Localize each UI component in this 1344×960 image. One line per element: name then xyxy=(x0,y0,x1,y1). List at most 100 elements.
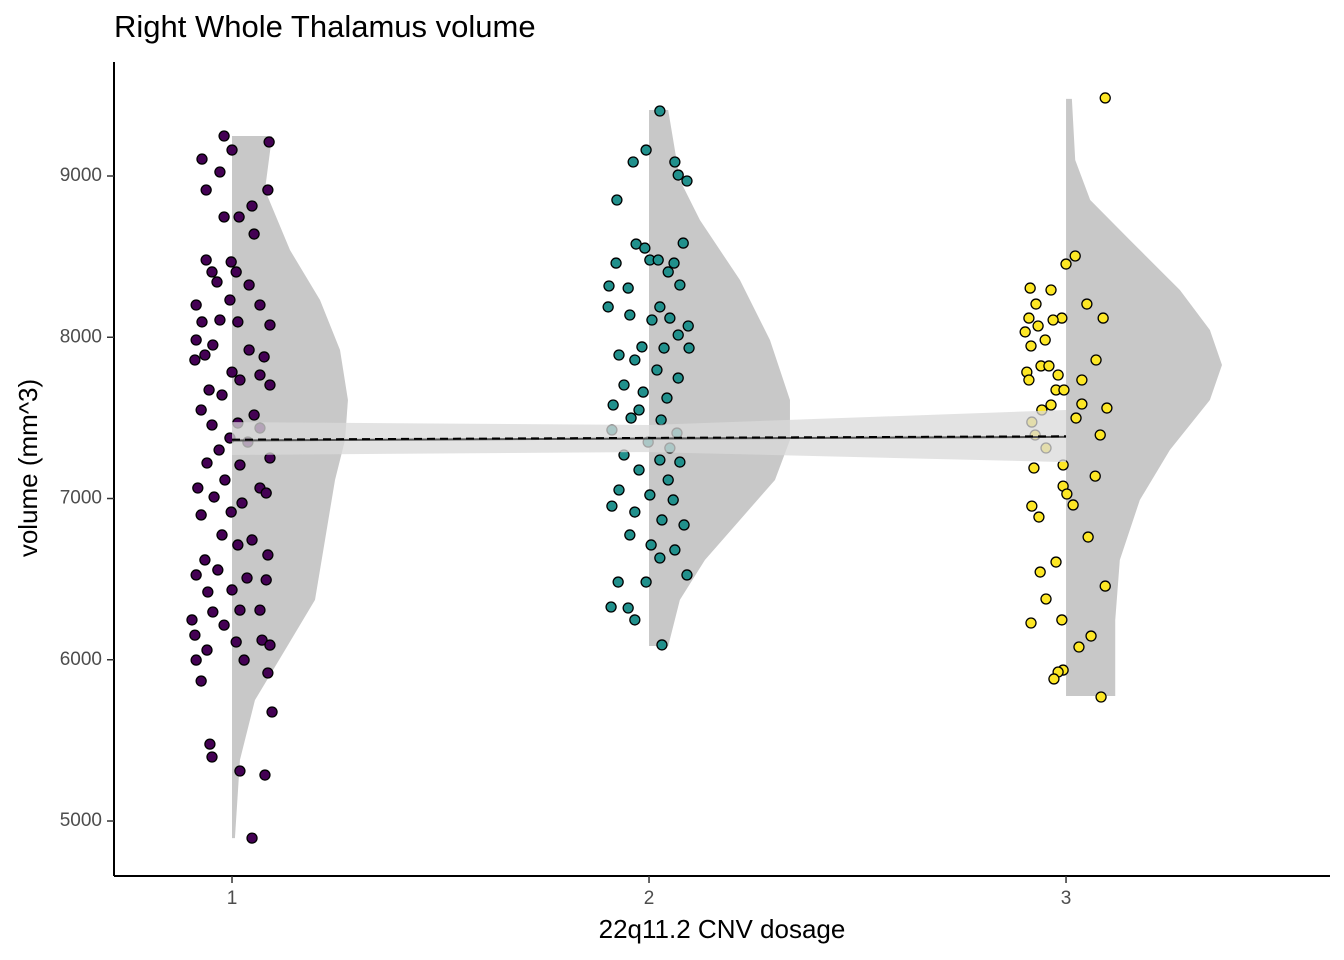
data-point xyxy=(224,294,236,306)
mean-line xyxy=(232,435,1067,441)
x-tick-label: 2 xyxy=(644,888,655,909)
data-point xyxy=(1058,384,1070,396)
data-point xyxy=(633,464,645,476)
data-point xyxy=(234,374,246,386)
data-point xyxy=(633,404,645,416)
data-point xyxy=(651,364,663,376)
data-point xyxy=(243,344,255,356)
data-point xyxy=(216,389,228,401)
data-point xyxy=(248,409,260,421)
data-point xyxy=(640,144,652,156)
data-point xyxy=(637,386,649,398)
data-point xyxy=(678,519,690,531)
y-tick-label: 5000 xyxy=(60,810,102,831)
data-point xyxy=(1024,282,1036,294)
data-point xyxy=(1025,617,1037,629)
data-point xyxy=(681,175,693,187)
data-point xyxy=(1030,298,1042,310)
data-point xyxy=(624,309,636,321)
data-point xyxy=(618,379,630,391)
data-point xyxy=(1052,369,1064,381)
data-point xyxy=(254,369,266,381)
data-point xyxy=(246,534,258,546)
data-point xyxy=(264,639,276,651)
data-point xyxy=(1076,398,1088,410)
data-point xyxy=(1039,334,1051,346)
data-point xyxy=(254,604,266,616)
data-point xyxy=(259,769,271,781)
data-point xyxy=(192,482,204,494)
data-point xyxy=(602,301,614,313)
data-point xyxy=(199,349,211,361)
data-point xyxy=(189,354,201,366)
data-point xyxy=(264,319,276,331)
data-point xyxy=(241,572,253,584)
chart-title: Right Whole Thalamus volume xyxy=(114,9,536,44)
data-point xyxy=(260,487,272,499)
data-point xyxy=(200,254,212,266)
data-point xyxy=(681,569,693,581)
data-point xyxy=(1025,340,1037,352)
data-point xyxy=(1023,312,1035,324)
y-tick-label: 9000 xyxy=(60,165,102,186)
data-point xyxy=(226,584,238,596)
data-point xyxy=(219,474,231,486)
data-point xyxy=(672,372,684,384)
y-axis-title: volume (mm^3) xyxy=(13,379,43,557)
data-point xyxy=(1026,500,1038,512)
data-point xyxy=(611,194,623,206)
data-point xyxy=(622,282,634,294)
data-point xyxy=(233,211,245,223)
data-point xyxy=(683,342,695,354)
data-point xyxy=(190,654,202,666)
data-point xyxy=(258,351,270,363)
data-point xyxy=(196,316,208,328)
data-point xyxy=(1070,412,1082,424)
data-point xyxy=(674,279,686,291)
data-point xyxy=(234,459,246,471)
data-point xyxy=(1050,556,1062,568)
data-point xyxy=(662,474,674,486)
data-point xyxy=(1043,360,1055,372)
data-point xyxy=(612,576,624,588)
data-point xyxy=(260,574,272,586)
data-point xyxy=(645,539,657,551)
data-point xyxy=(624,529,636,541)
data-point xyxy=(646,314,658,326)
data-point xyxy=(1076,374,1088,386)
data-point xyxy=(263,136,275,148)
data-point xyxy=(256,634,268,646)
data-point xyxy=(668,257,680,269)
data-point xyxy=(605,601,617,613)
data-point xyxy=(682,320,694,332)
data-point xyxy=(654,105,666,117)
data-point xyxy=(230,266,242,278)
data-point xyxy=(677,237,689,249)
data-point xyxy=(1097,312,1109,324)
data-point xyxy=(207,606,219,618)
y-tick-label: 6000 xyxy=(60,649,102,670)
data-point xyxy=(652,254,664,266)
violin xyxy=(1066,98,1222,697)
data-point xyxy=(1060,258,1072,270)
data-point xyxy=(200,184,212,196)
data-point xyxy=(644,489,656,501)
data-point xyxy=(1085,630,1097,642)
data-point xyxy=(654,301,666,313)
data-point xyxy=(204,738,216,750)
data-point xyxy=(236,497,248,509)
data-point xyxy=(246,200,258,212)
data-point xyxy=(218,130,230,142)
data-point xyxy=(610,257,622,269)
data-point xyxy=(661,392,673,404)
data-point xyxy=(262,549,274,561)
data-point xyxy=(190,569,202,581)
data-point xyxy=(629,506,641,518)
confidence-band xyxy=(232,409,1067,463)
data-point xyxy=(226,366,238,378)
data-point xyxy=(625,412,637,424)
data-point xyxy=(195,675,207,687)
data-point xyxy=(213,444,225,456)
data-point xyxy=(208,491,220,503)
